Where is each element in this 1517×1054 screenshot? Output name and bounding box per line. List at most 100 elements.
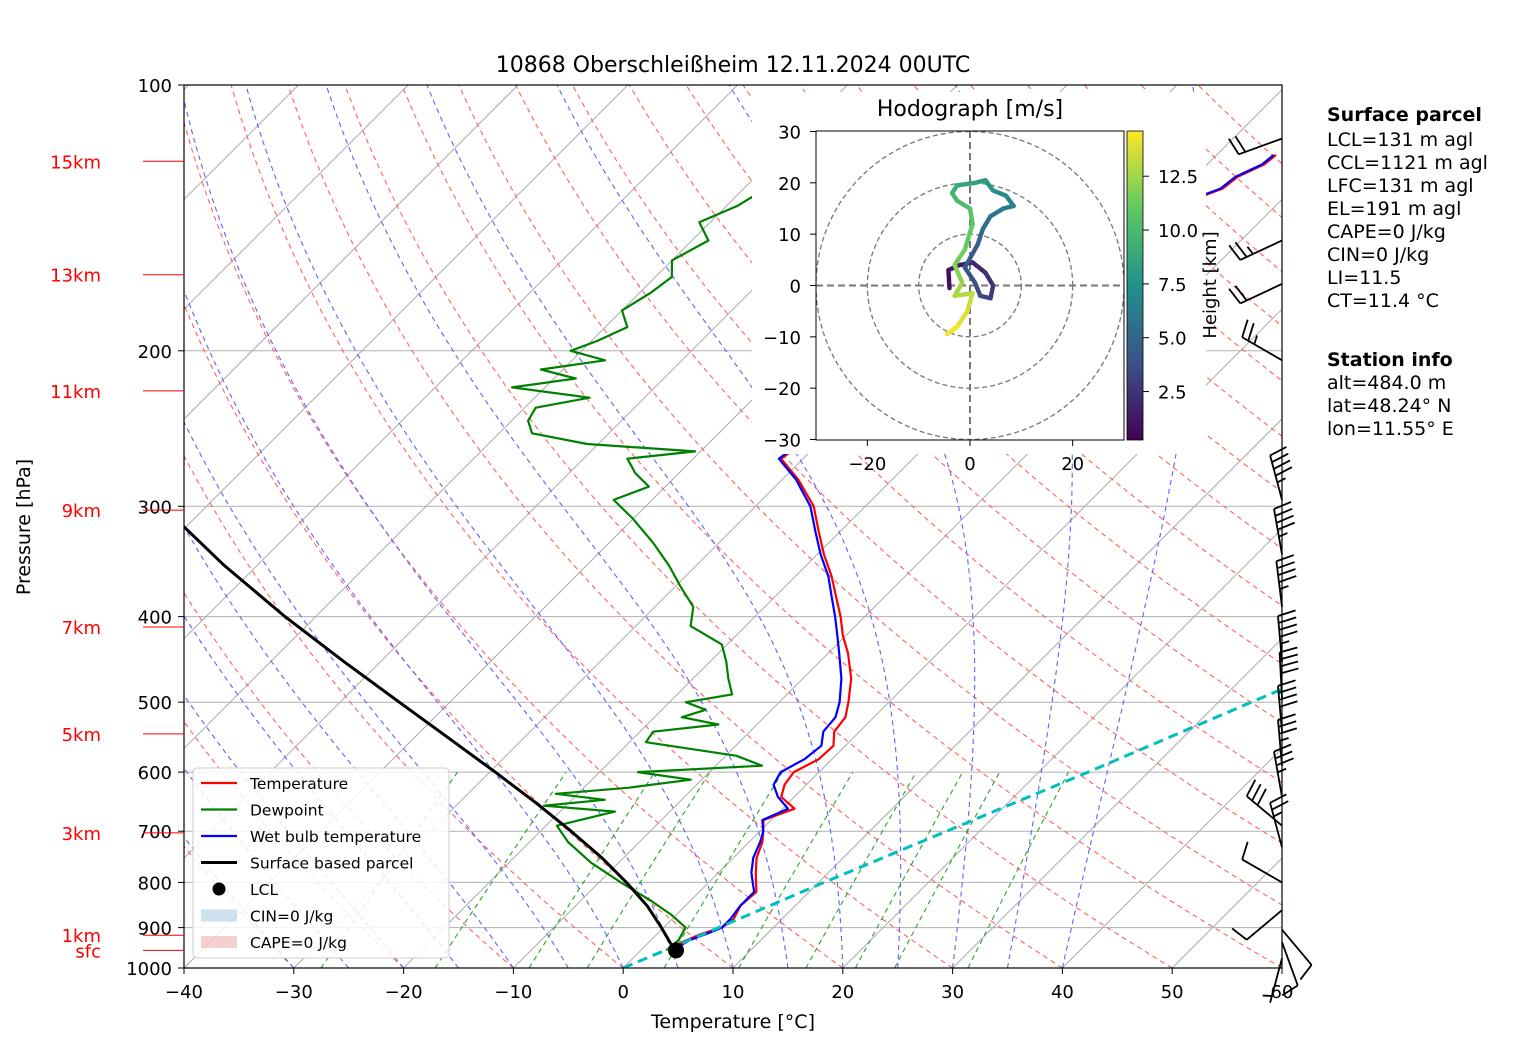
legend: Temperature Dewpoint Wet bulb temperature S… [192,767,450,959]
colorbar-tick-label: 12.5 [1158,167,1198,188]
wind-barb [1269,793,1289,848]
surface-parcel-title: Surface parcel [1327,104,1482,126]
isotherm-line [184,85,409,310]
legend-label: Wet bulb temperature [250,828,421,846]
height-label: sfc [75,941,101,962]
wind-barb [1277,609,1298,662]
legend-label: Temperature [249,775,348,793]
wind-barb [1277,679,1298,732]
hodograph-segment [962,265,978,286]
lcl-marker [667,942,684,959]
dry-adiabat [184,303,734,968]
station-info-line: lat=48.24° N [1327,395,1451,417]
hodograph-segment [967,206,975,227]
surface-parcel-line: LFC=131 m agl [1327,175,1474,197]
isotherm-line [952,637,1282,968]
ccl-line-line [622,687,1282,968]
isotherm-line [184,85,738,640]
height-label: 15km [50,152,101,173]
legend-entry: Surface based parcel [201,855,413,873]
isotherm-line [842,528,1282,968]
legend-box [192,767,450,959]
y-tick-label: 200 [138,342,172,363]
station-info: Station info alt=484.0 m lat=48.24° N lo… [1327,349,1454,440]
hodograph-segment [975,226,986,247]
moist-adiabat [556,85,902,968]
surface-parcel-line: CT=11.4 °C [1327,290,1439,312]
wind-barb [1245,779,1283,827]
height-label: 5km [62,725,101,746]
y-axis-label: Pressure [hPa] [13,459,35,595]
wind-barb [1281,941,1299,997]
hodograph-x-tick-label: 0 [964,454,975,475]
wind-barb [1241,841,1283,884]
moist-adiabat [184,289,624,968]
x-tick-label: −10 [494,982,532,1003]
dry-adiabat [230,85,953,968]
dewpoint-line [511,154,812,952]
hodograph-segment [962,242,980,270]
dry-adiabat [344,85,1173,968]
dry-adiabat [401,85,1282,968]
wind-barb [1241,319,1283,362]
legend-entry: CIN=0 J/kg [201,908,333,926]
legend-label: CIN=0 J/kg [250,908,333,926]
colorbar-label: Height [km] [1200,231,1221,338]
surface-parcel-line: CAPE=0 J/kg [1327,221,1446,243]
dry-adiabat [184,720,404,968]
mixing-ratio-line [586,771,711,968]
dry-adiabat [184,454,624,968]
hodograph-y-tick-label: 30 [778,123,801,144]
hodograph-segment [952,247,968,268]
x-tick-label: −20 [385,982,423,1003]
hodograph-y-tick-label: −30 [763,431,801,452]
x-tick-label: 10 [722,982,745,1003]
mixing-ratio-line [738,771,854,968]
isotherm-line [184,85,629,530]
hodograph-segment [988,206,1006,219]
mixing-ratio-line [854,771,964,968]
x-tick-label: 60 [1271,982,1294,1003]
y-tick-label: 300 [138,497,172,518]
hodograph-segment [972,280,983,299]
surface-based-parcel-line [184,524,678,952]
dry-adiabat [184,120,844,968]
hodograph-x-tick-label: −20 [848,454,886,475]
y-tick-label: 800 [138,873,172,894]
legend-label: Dewpoint [250,802,324,820]
y-tick-label: 500 [138,693,172,714]
dry-adiabat [287,85,1063,968]
surface-parcel-line: LI=11.5 [1327,267,1401,289]
mixing-ratio-line [805,771,917,968]
hodograph-segment [954,198,973,211]
hodograph-segment [990,188,1009,198]
wind-barb [1269,446,1293,501]
wind-barb [1281,929,1313,981]
hodograph-y-tick-label: 0 [790,277,801,298]
legend-entry: LCL [212,881,278,899]
height-label: 7km [62,618,101,639]
wind-barb [1278,646,1299,699]
hodograph-segment [952,290,975,299]
y-tick-label: 100 [138,76,172,97]
moist-adiabat [184,97,679,968]
isotherm-line [1062,747,1282,968]
wind-barb [1228,283,1283,305]
station-info-line: lon=11.55° E [1327,418,1454,440]
hodograph-y-tick-label: 20 [778,174,801,195]
chart-title: 10868 Oberschleißheim 12.11.2024 00UTC [496,53,971,78]
surface-parcel-info: Surface parcel LCL=131 m agl CCL=1121 m … [1327,104,1488,312]
hodograph-segment [962,221,975,252]
mixing-ratio-line [967,771,1069,968]
x-tick-label: 30 [941,982,964,1003]
moist-adiabat [954,85,1073,968]
wind-barb [1262,958,1283,1003]
colorbar-tick-label: 10.0 [1158,221,1198,242]
dry-adiabat [458,85,1282,906]
hodograph-segment [983,270,996,288]
legend-label: Surface based parcel [250,855,413,873]
hodograph-segment [954,180,978,188]
legend-entry: Wet bulb temperature [201,828,421,846]
